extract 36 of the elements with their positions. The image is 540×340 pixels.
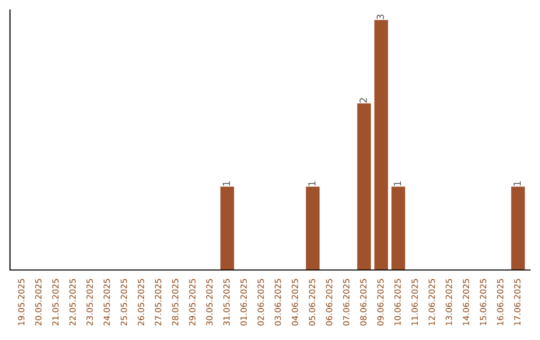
data-label: 1 <box>394 181 401 186</box>
x-tick-label: 27.05.2025 <box>154 279 162 326</box>
x-tick-label: 05.06.2025 <box>308 279 316 326</box>
x-tick-label: 20.05.2025 <box>35 279 42 326</box>
x-tick-label: 14.06.2025 <box>462 279 470 326</box>
x-tick-label: 25.05.2025 <box>120 279 128 326</box>
x-tick-label: 30.05.2025 <box>206 279 213 326</box>
x-tick-label: 22.05.2025 <box>69 279 76 326</box>
x-tick-label: 23.05.2025 <box>86 279 93 326</box>
x-tick-label: 06.06.2025 <box>326 279 332 326</box>
x-tick-label: 04.06.2025 <box>292 279 298 326</box>
x-tick-label: 09.06.2025 <box>377 279 384 326</box>
x-tick-label: 15.06.2025 <box>480 279 486 326</box>
x-tick-label: 01.06.2025 <box>240 279 247 326</box>
x-tick-label: 11.06.2025 <box>412 279 418 326</box>
x-tick-label: 02.06.2025 <box>258 279 264 326</box>
x-tick-label: 26.05.2025 <box>138 279 144 326</box>
x-tick-label: 17.06.2025 <box>514 279 520 326</box>
x-tick-label: 07.06.2025 <box>343 279 350 326</box>
x-tick-label: 10.06.2025 <box>394 279 401 326</box>
data-label: 1 <box>514 181 521 186</box>
data-label: 1 <box>222 181 230 186</box>
x-tick-label: 13.06.2025 <box>446 279 452 326</box>
data-label: 2 <box>360 98 367 103</box>
x-tick-label: 16.06.2025 <box>497 279 504 326</box>
x-tick-label: 24.05.2025 <box>104 279 110 326</box>
x-tick-label: 29.05.2025 <box>189 279 196 326</box>
x-tick-label: 12.06.2025 <box>428 279 435 326</box>
x-tick-label: 03.06.2025 <box>274 279 281 326</box>
x-tick-label: 19.05.2025 <box>18 279 24 326</box>
x-tick-label: 31.05.2025 <box>223 279 230 326</box>
data-label: 3 <box>376 14 384 20</box>
x-tick-label: 08.06.2025 <box>360 279 366 326</box>
data-label: 1 <box>308 181 316 186</box>
x-tick-label: 28.05.2025 <box>172 279 178 326</box>
x-tick-label: 21.05.2025 <box>52 279 59 326</box>
